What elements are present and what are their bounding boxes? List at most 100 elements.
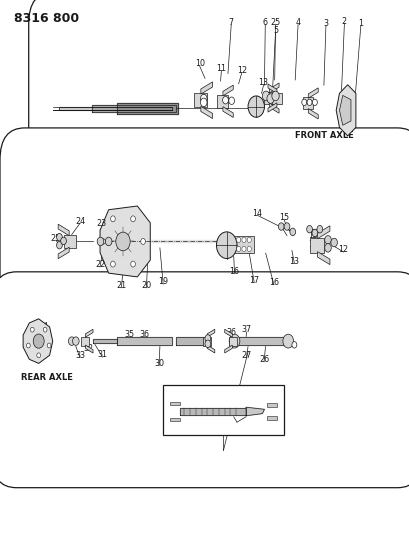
Circle shape [105,237,112,246]
Polygon shape [263,92,274,104]
Circle shape [236,246,240,252]
Circle shape [200,98,207,107]
Text: 13: 13 [258,78,268,87]
Circle shape [229,334,239,348]
Text: 25: 25 [51,234,61,243]
Circle shape [140,238,145,245]
Text: 12: 12 [338,246,348,254]
Polygon shape [170,402,180,405]
Circle shape [56,241,62,249]
Text: 4: 4 [295,18,300,27]
Text: 6: 6 [262,18,267,27]
Circle shape [37,353,40,358]
Circle shape [30,327,34,332]
Circle shape [130,216,135,222]
Polygon shape [207,345,214,353]
Circle shape [241,237,245,243]
Circle shape [100,238,105,245]
Circle shape [27,343,30,348]
Text: 39: 39 [231,418,241,426]
Text: 13: 13 [289,257,299,265]
Polygon shape [228,336,236,346]
Circle shape [278,223,283,230]
Circle shape [316,225,322,233]
Text: 21: 21 [116,281,126,290]
Text: 3: 3 [323,19,328,28]
Text: 23: 23 [97,220,106,228]
Text: 20: 20 [141,281,151,290]
Circle shape [72,337,79,345]
Polygon shape [317,226,329,239]
Polygon shape [272,93,281,103]
Circle shape [311,229,317,237]
Text: 1: 1 [357,20,362,28]
Circle shape [289,228,295,236]
Polygon shape [317,252,329,264]
Circle shape [324,244,330,252]
Polygon shape [176,337,204,345]
Text: 7: 7 [228,18,233,27]
Polygon shape [266,403,276,407]
Text: 14: 14 [252,209,262,217]
FancyBboxPatch shape [163,385,283,435]
Circle shape [110,216,115,222]
Polygon shape [85,345,93,353]
Circle shape [301,99,306,106]
Polygon shape [269,103,279,113]
Circle shape [43,327,47,332]
Circle shape [306,225,312,233]
Polygon shape [302,98,312,109]
Circle shape [266,94,274,103]
Circle shape [247,96,264,117]
Polygon shape [335,85,355,136]
Text: 27: 27 [240,351,251,360]
Text: 8316 800: 8316 800 [14,12,79,25]
Text: 16: 16 [268,278,278,287]
Circle shape [283,223,289,230]
Text: 25: 25 [270,18,280,27]
Circle shape [97,237,103,246]
Polygon shape [222,85,233,96]
Text: 22: 22 [94,261,105,269]
Circle shape [222,96,228,104]
Text: 24: 24 [75,217,85,225]
Polygon shape [207,329,214,337]
Polygon shape [63,235,75,248]
Polygon shape [310,238,323,253]
Polygon shape [266,416,276,420]
Polygon shape [202,336,211,346]
Polygon shape [216,95,227,108]
Polygon shape [224,345,232,353]
Polygon shape [200,82,212,94]
Text: 14: 14 [308,240,318,248]
Circle shape [204,340,210,348]
Polygon shape [93,339,117,343]
Text: 2: 2 [341,17,346,26]
Text: 30: 30 [154,359,164,368]
Circle shape [241,246,245,252]
Circle shape [236,237,240,243]
Text: 35: 35 [125,330,135,338]
Polygon shape [59,107,172,110]
Circle shape [204,335,210,342]
Text: 5: 5 [272,27,277,35]
Polygon shape [117,103,178,114]
Circle shape [247,246,251,252]
Polygon shape [58,224,69,236]
Circle shape [110,261,115,267]
Polygon shape [267,103,276,112]
Polygon shape [193,93,206,107]
Circle shape [56,233,62,241]
Text: FRONT AXLE: FRONT AXLE [294,131,353,140]
Polygon shape [81,336,89,346]
FancyBboxPatch shape [29,0,409,200]
Text: 37: 37 [241,326,251,334]
Polygon shape [180,408,245,415]
Circle shape [312,99,317,106]
Polygon shape [267,84,276,93]
Circle shape [262,91,269,101]
Text: 36: 36 [139,330,149,338]
Circle shape [324,236,330,244]
Text: 26: 26 [258,356,268,364]
Text: 32: 32 [83,344,93,352]
